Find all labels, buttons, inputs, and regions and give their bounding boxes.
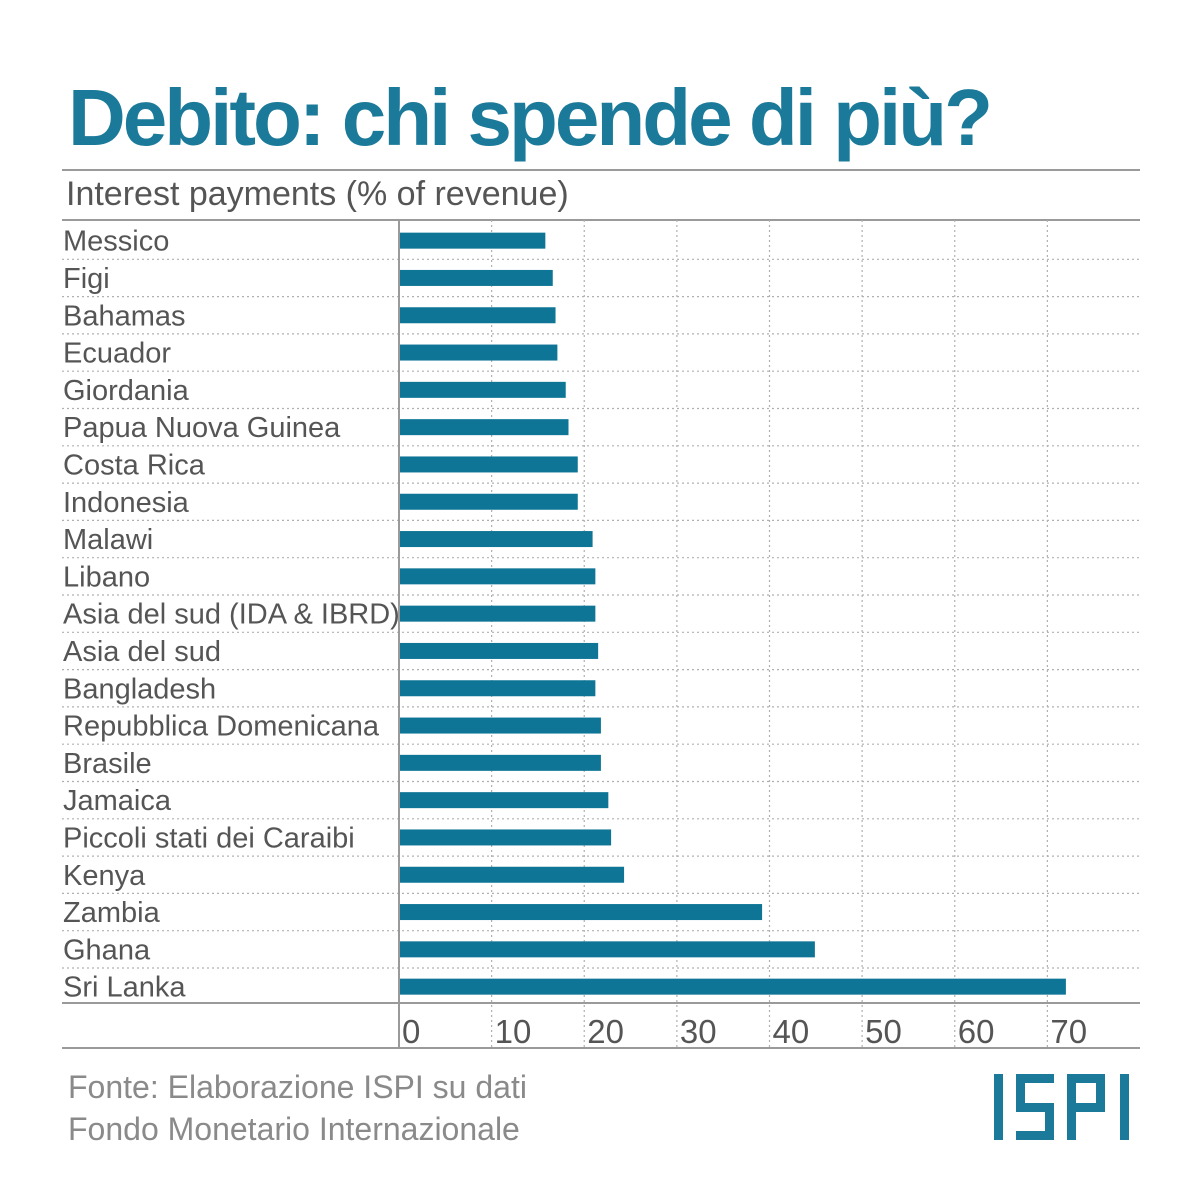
bar xyxy=(399,978,1066,995)
category-label: Giordania xyxy=(63,375,190,407)
bar xyxy=(399,419,569,436)
bar xyxy=(399,717,601,734)
x-tick-label: 30 xyxy=(680,1013,717,1050)
category-label: Bahamas xyxy=(63,300,186,332)
x-tick-label: 10 xyxy=(495,1013,532,1050)
bar xyxy=(399,904,763,921)
source-line-1: Fonte: Elaborazione ISPI su dati xyxy=(68,1069,527,1105)
bar xyxy=(399,829,612,846)
bar xyxy=(399,344,558,361)
category-label: Indonesia xyxy=(63,487,190,519)
category-label: Malawi xyxy=(63,524,153,556)
category-label: Papua Nuova Guinea xyxy=(63,412,341,444)
category-label: Asia del sud (IDA & IBRD) xyxy=(63,599,400,631)
category-label: Asia del sud xyxy=(63,636,221,668)
bar xyxy=(399,941,815,958)
bar xyxy=(399,680,596,697)
bar xyxy=(399,531,593,548)
x-tick-label: 50 xyxy=(865,1013,902,1050)
x-tick-label: 60 xyxy=(958,1013,995,1050)
source-line-2: Fondo Monetario Internazionale xyxy=(68,1111,520,1147)
category-label: Ecuador xyxy=(63,338,171,370)
category-label: Figi xyxy=(63,263,110,295)
bar xyxy=(399,232,546,249)
category-label: Costa Rica xyxy=(63,449,206,481)
category-label: Bangladesh xyxy=(63,673,216,705)
bar xyxy=(399,866,625,883)
bar xyxy=(399,754,601,771)
x-tick-label: 0 xyxy=(402,1013,420,1050)
source-note: Fonte: Elaborazione ISPI su dati Fondo M… xyxy=(68,1066,527,1150)
category-label: Kenya xyxy=(63,860,146,892)
bar xyxy=(399,307,556,324)
bar xyxy=(399,605,596,622)
chart-subtitle: Interest payments (% of revenue) xyxy=(66,175,569,213)
category-label: Libano xyxy=(63,561,150,593)
category-label: Messico xyxy=(63,226,169,258)
category-label: Brasile xyxy=(63,748,152,780)
bar xyxy=(399,642,599,659)
category-label: Zambia xyxy=(63,897,161,929)
x-tick-label: 20 xyxy=(587,1013,624,1050)
category-label: Sri Lanka xyxy=(63,972,186,1004)
chart-title: Debito: chi spende di più? xyxy=(68,73,993,162)
x-tick-label: 70 xyxy=(1050,1013,1087,1050)
bar xyxy=(399,568,596,585)
bar xyxy=(399,456,578,473)
category-label: Jamaica xyxy=(63,785,172,817)
x-tick-label: 40 xyxy=(773,1013,810,1050)
bar xyxy=(399,381,566,398)
bar xyxy=(399,269,553,286)
bar xyxy=(399,493,578,510)
category-label: Repubblica Domenicana xyxy=(63,711,380,743)
category-label: Ghana xyxy=(63,934,151,966)
category-label: Piccoli stati dei Caraibi xyxy=(63,822,355,854)
bar xyxy=(399,792,609,809)
ispi-logo xyxy=(994,1074,1129,1140)
